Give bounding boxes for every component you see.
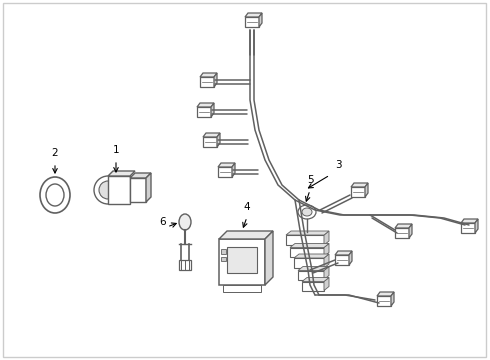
Bar [197,107,211,117]
Polygon shape [324,231,329,245]
Polygon shape [324,254,329,268]
Bar [203,137,217,147]
Bar [377,296,391,306]
Polygon shape [335,251,352,255]
Polygon shape [203,133,220,137]
Bar [227,247,257,273]
Polygon shape [218,163,235,167]
Polygon shape [245,13,262,17]
Polygon shape [265,231,273,285]
Polygon shape [395,224,412,228]
Text: 2: 2 [51,148,58,158]
Ellipse shape [99,181,117,199]
Polygon shape [290,243,329,248]
Bar [219,239,265,285]
Bar [290,248,324,257]
Ellipse shape [94,176,122,204]
Bar [461,223,475,233]
Bar [294,258,324,268]
Bar [179,260,191,270]
Bar [302,282,324,291]
Polygon shape [377,292,394,296]
Polygon shape [302,278,329,282]
Ellipse shape [302,208,312,216]
Polygon shape [259,13,262,27]
Polygon shape [391,292,394,306]
Bar [351,187,365,197]
Bar [221,249,226,254]
Polygon shape [324,243,329,256]
Polygon shape [219,231,273,239]
Polygon shape [324,266,329,279]
Bar [335,255,349,265]
Polygon shape [130,178,146,202]
Text: 1: 1 [113,145,119,155]
Ellipse shape [46,184,64,206]
Polygon shape [130,173,151,178]
Polygon shape [461,219,478,223]
Ellipse shape [179,214,191,230]
Text: 6: 6 [160,217,166,227]
Bar [245,17,259,27]
Bar [218,167,232,177]
Polygon shape [286,231,329,235]
Bar [286,235,324,245]
Polygon shape [200,73,217,77]
Text: 5: 5 [307,175,313,185]
Ellipse shape [40,177,70,213]
Text: 4: 4 [244,202,250,212]
Polygon shape [217,133,220,147]
Polygon shape [475,219,478,233]
Polygon shape [365,183,368,197]
Polygon shape [214,73,217,87]
Bar [200,77,214,87]
Polygon shape [232,163,235,177]
Text: 3: 3 [335,160,342,170]
Polygon shape [108,176,130,204]
Polygon shape [294,254,329,258]
Polygon shape [108,171,135,176]
Polygon shape [146,173,151,202]
Bar [298,270,324,279]
Polygon shape [409,224,412,238]
Polygon shape [324,278,329,291]
Ellipse shape [298,205,316,219]
Polygon shape [197,103,214,107]
Bar [223,285,261,292]
Bar [221,257,226,261]
Polygon shape [298,266,329,270]
Polygon shape [349,251,352,265]
Bar [395,228,409,238]
Polygon shape [351,183,368,187]
Polygon shape [211,103,214,117]
